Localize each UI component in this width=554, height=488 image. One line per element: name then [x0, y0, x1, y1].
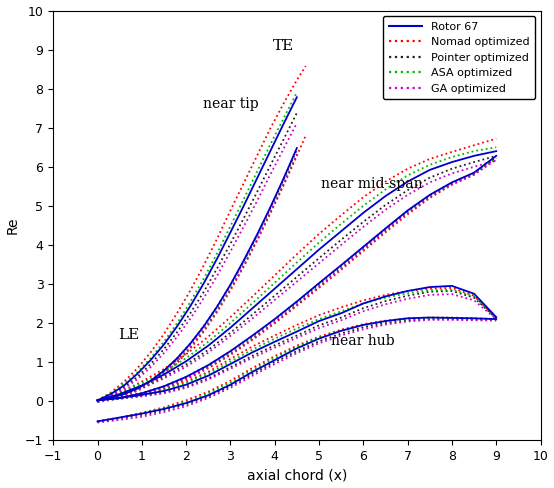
Legend: Rotor 67, Nomad optimized, Pointer optimized, ASA optimized, GA optimized: Rotor 67, Nomad optimized, Pointer optim…: [383, 16, 535, 100]
X-axis label: axial chord (x): axial chord (x): [247, 468, 347, 483]
Y-axis label: Re: Re: [6, 217, 19, 234]
Text: near mid-span: near mid-span: [321, 177, 423, 191]
Text: near tip: near tip: [203, 97, 258, 111]
Text: near hub: near hub: [331, 334, 395, 347]
Text: TE: TE: [273, 39, 294, 53]
Text: LE: LE: [118, 328, 139, 342]
